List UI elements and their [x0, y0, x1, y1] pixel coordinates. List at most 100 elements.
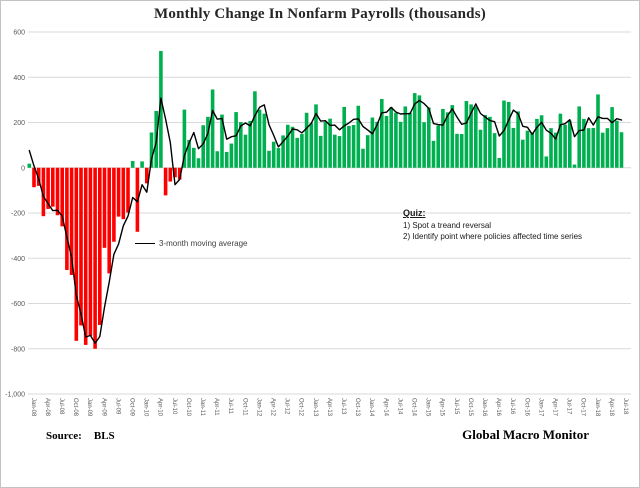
payroll-bar	[417, 95, 422, 168]
x-tick-label: Apr-10	[157, 398, 163, 417]
quiz-line-2: 2) Identify point where policies affecte…	[403, 232, 583, 241]
payroll-bar	[459, 134, 464, 168]
payroll-bar	[145, 167, 149, 184]
payroll-bar	[187, 139, 191, 168]
source-value: BLS	[93, 430, 115, 442]
payroll-bar	[455, 133, 459, 168]
payroll-bar	[553, 132, 558, 168]
payroll-bar	[112, 167, 116, 242]
payroll-bar	[431, 140, 436, 168]
legend-label: 3-month moving average	[159, 239, 248, 248]
payroll-bar	[427, 107, 431, 168]
x-tick-label: Jul-15	[453, 398, 459, 415]
payroll-bar	[41, 167, 46, 217]
payroll-bar	[93, 167, 97, 349]
payroll-bar	[267, 150, 271, 168]
x-tick-label: Oct-13	[354, 398, 360, 417]
payroll-bar	[577, 106, 581, 168]
payroll-bar	[36, 167, 41, 186]
payroll-bar	[530, 132, 534, 168]
x-tick-label: Jan-15	[425, 398, 431, 417]
payroll-bar	[140, 161, 144, 168]
source-label: Source:	[46, 430, 82, 442]
payroll-bar	[286, 124, 290, 168]
payroll-bar	[107, 167, 111, 274]
payroll-bar	[328, 118, 332, 168]
payroll-bar	[610, 107, 614, 168]
x-tick-label: Jan-18	[594, 398, 600, 417]
x-tick-label: Jan-09	[86, 398, 92, 417]
x-tick-label: Oct-10	[185, 398, 191, 417]
payroll-bar	[51, 167, 55, 207]
payroll-bar	[380, 98, 384, 168]
x-tick-label: Jul-09	[114, 398, 120, 415]
source-note: Source: BLS	[46, 430, 115, 442]
y-tick-label: -800	[11, 346, 25, 353]
y-tick-label: 400	[13, 75, 25, 82]
payroll-bar	[347, 125, 351, 168]
payroll-bar	[83, 167, 88, 345]
x-tick-label: Apr-17	[552, 398, 558, 417]
payroll-bar	[102, 167, 107, 248]
x-tick-label: Oct-08	[72, 398, 78, 417]
brand-credit: Global Macro Monitor	[462, 427, 589, 442]
payroll-bar	[323, 121, 328, 168]
payroll-bar	[46, 167, 50, 209]
payroll-bar	[469, 104, 473, 168]
x-tick-label: Apr-14	[382, 398, 388, 417]
y-tick-label: 200	[13, 120, 25, 127]
x-tick-label: Oct-17	[580, 398, 586, 417]
x-tick-label: Apr-08	[44, 398, 50, 417]
payroll-bar	[356, 105, 361, 168]
legend-line-swatch	[135, 243, 155, 244]
payroll-bar	[436, 125, 440, 168]
payroll-bar	[586, 128, 591, 168]
x-tick-label: Oct-11	[241, 398, 247, 416]
payroll-bar	[563, 124, 567, 168]
x-tick-label: Jul-08	[58, 398, 64, 415]
payroll-bar	[55, 167, 60, 216]
payroll-bar	[488, 116, 492, 168]
payroll-bar	[60, 167, 64, 227]
x-tick-label: Oct-15	[467, 398, 473, 417]
x-tick-label: Jul-12	[284, 398, 290, 415]
y-tick-label: 600	[13, 30, 25, 37]
payroll-bar	[544, 156, 549, 168]
payroll-bar	[234, 112, 238, 168]
payroll-bar	[596, 94, 600, 168]
x-tick-label: Jan-10	[143, 398, 149, 417]
payroll-bar	[605, 128, 610, 168]
y-tick-label: -200	[11, 211, 25, 218]
payroll-bar	[168, 167, 173, 182]
payroll-bar	[572, 164, 577, 168]
payroll-bar	[130, 160, 135, 168]
payroll-bar	[192, 147, 196, 168]
payroll-bar	[441, 108, 445, 168]
y-tick-label: -1,000	[5, 392, 25, 399]
payroll-bar	[370, 117, 375, 168]
payroll-bar	[389, 107, 393, 168]
payroll-bar	[558, 113, 563, 168]
payroll-bar	[337, 136, 342, 168]
x-tick-label: Jan-16	[481, 398, 487, 417]
payroll-bar	[257, 109, 262, 168]
payroll-bar	[408, 112, 412, 168]
payroll-bar	[281, 135, 285, 168]
payroll-bar	[262, 113, 267, 168]
payroll-bar	[591, 127, 596, 168]
payroll-bar	[88, 167, 93, 336]
payroll-bar	[511, 127, 516, 168]
payroll-bar	[497, 158, 502, 168]
payroll-bar	[224, 151, 229, 168]
payroll-bar	[65, 167, 69, 271]
payroll-bar	[300, 134, 304, 168]
payroll-bar	[253, 91, 257, 168]
x-tick-label: Jan-14	[368, 398, 374, 417]
x-tick-label: Oct-12	[298, 398, 304, 417]
payroll-bar	[535, 118, 539, 168]
x-tick-label: Jan-12	[255, 398, 261, 417]
x-tick-label: Apr-16	[495, 398, 501, 417]
x-tick-label: Jul-10	[171, 398, 177, 415]
x-tick-label: Jul-11	[227, 398, 233, 415]
